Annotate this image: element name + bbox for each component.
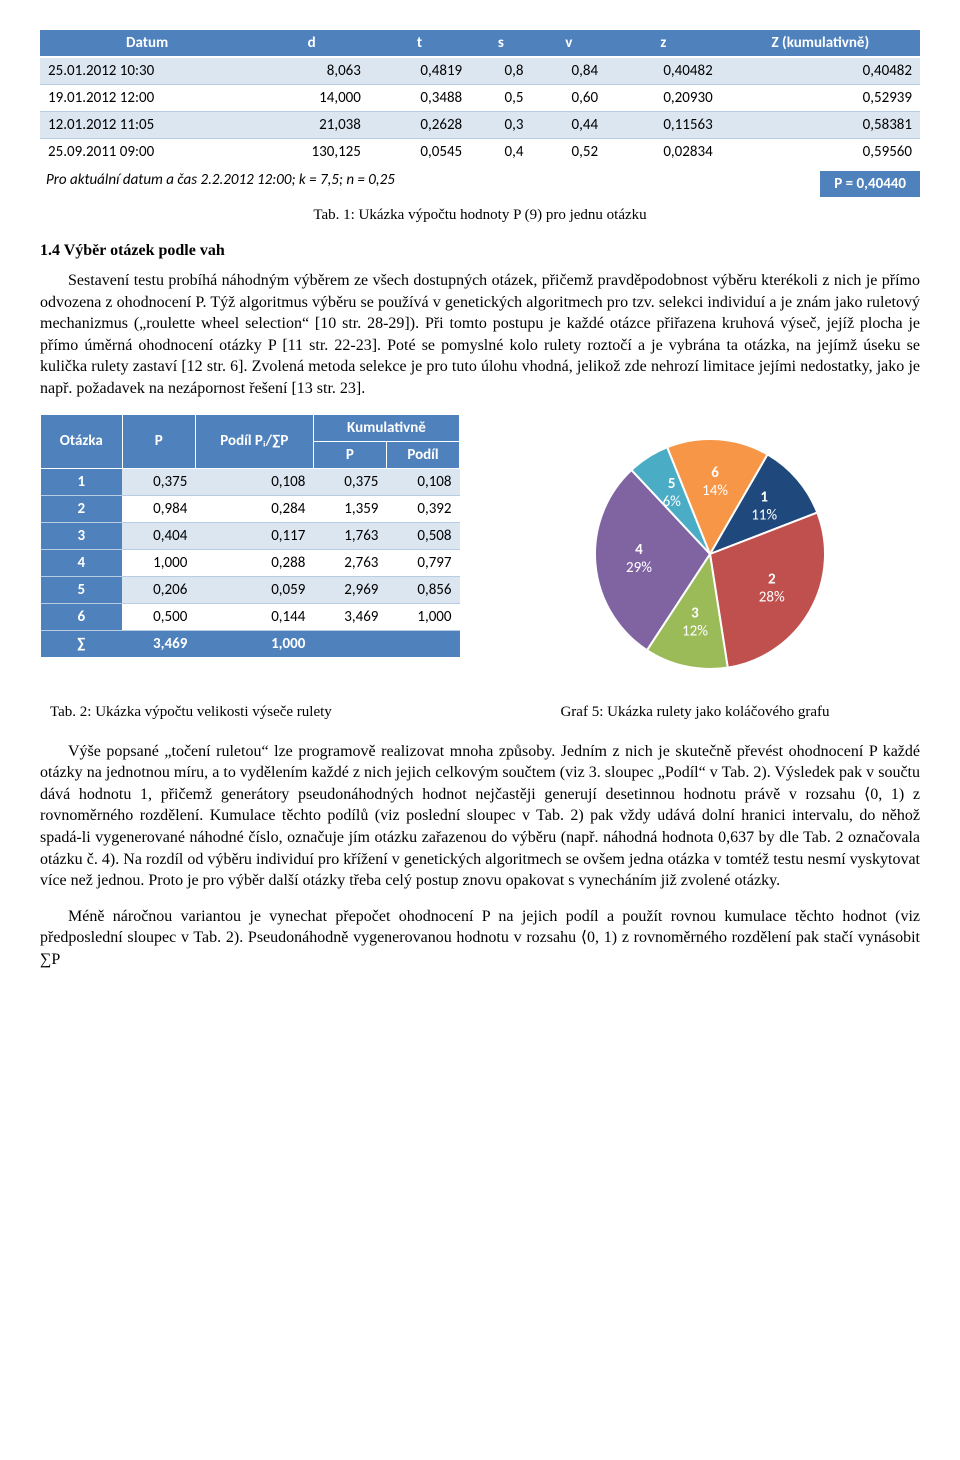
table-2-header: Podíl Pᵢ/∑P [195, 414, 313, 468]
pie-slice-label: 2 [768, 570, 776, 588]
table-2: OtázkaPPodíl Pᵢ/∑PKumulativněPPodíl 10,3… [40, 414, 460, 657]
paragraph-2: Výše popsané „točení ruletou“ lze progra… [40, 741, 920, 892]
paragraph-1: Sestavení testu probíhá náhodným výběrem… [40, 270, 920, 400]
table-1-header: s [470, 30, 531, 57]
pie-slice-label: 6 [711, 463, 719, 481]
table-1-header: z [606, 30, 721, 57]
table-2-subheader: Podíl [386, 441, 459, 468]
table-row: 10,3750,1080,3750,108 [41, 468, 460, 495]
table-2-header: Kumulativně [313, 414, 459, 441]
pie-slice-label: 3 [691, 604, 699, 622]
pie-slice-pct: 29% [626, 559, 652, 577]
table-1-header: v [531, 30, 606, 57]
table-row: 20,9840,2841,3590,392 [41, 495, 460, 522]
pie-slice-pct: 11% [751, 506, 777, 524]
section-heading: 1.4 Výběr otázek podle vah [40, 242, 920, 260]
table-1-footer: Pro aktuální datum a čas 2.2.2012 12:00;… [40, 171, 920, 197]
table-row: 30,4040,1171,7630,508 [41, 522, 460, 549]
table-2-sum-row: ∑3,4691,000 [41, 630, 460, 657]
table-row: 25.09.2011 09:00130,1250,05450,40,520,02… [40, 139, 920, 166]
table-row: 19.01.2012 12:0014,0000,34880,50,600,209… [40, 85, 920, 112]
pie-slice-label: 1 [760, 488, 768, 506]
table-row: 25.01.2012 10:308,0630,48190,80,840,4048… [40, 57, 920, 85]
pie-slice-pct: 28% [759, 588, 785, 606]
table-row: 41,0000,2882,7630,797 [41, 549, 460, 576]
pie-caption: Graf 5: Ukázka rulety jako koláčového gr… [470, 704, 920, 721]
table-row: 50,2060,0592,9690,856 [41, 576, 460, 603]
table-1: DatumdtsvzZ (kumulativně) 25.01.2012 10:… [40, 30, 920, 165]
table-2-caption: Tab. 2: Ukázka výpočtu velikosti výseče … [40, 704, 470, 721]
table-2-header: Otázka [41, 414, 123, 468]
table-1-footer-note: Pro aktuální datum a čas 2.2.2012 12:00;… [40, 171, 395, 197]
table-row: 12.01.2012 11:0521,0380,26280,30,440,115… [40, 112, 920, 139]
pie-slice-pct: 12% [682, 622, 708, 640]
table-1-header: d [254, 30, 369, 57]
pie-slice-label: 5 [668, 474, 676, 492]
table-row: 60,5000,1443,4691,000 [41, 603, 460, 630]
table-1-caption: Tab. 1: Ukázka výpočtu hodnoty P (9) pro… [40, 207, 920, 224]
pie-slice-pct: 14% [702, 481, 728, 499]
pie-slice-pct: 6% [663, 492, 682, 510]
table-1-header: Z (kumulativně) [721, 30, 920, 57]
table-1-p-value: P = 0,40440 [820, 171, 920, 197]
table-2-subheader: P [313, 441, 386, 468]
table-2-header: P [122, 414, 195, 468]
table-1-header: Datum [40, 30, 254, 57]
table-1-header: t [369, 30, 470, 57]
pie-chart: 111% 228% 312% 429% 56% 614% [500, 414, 920, 694]
paragraph-3: Méně náročnou variantou je vynechat přep… [40, 906, 920, 971]
pie-slice-label: 4 [635, 541, 643, 559]
